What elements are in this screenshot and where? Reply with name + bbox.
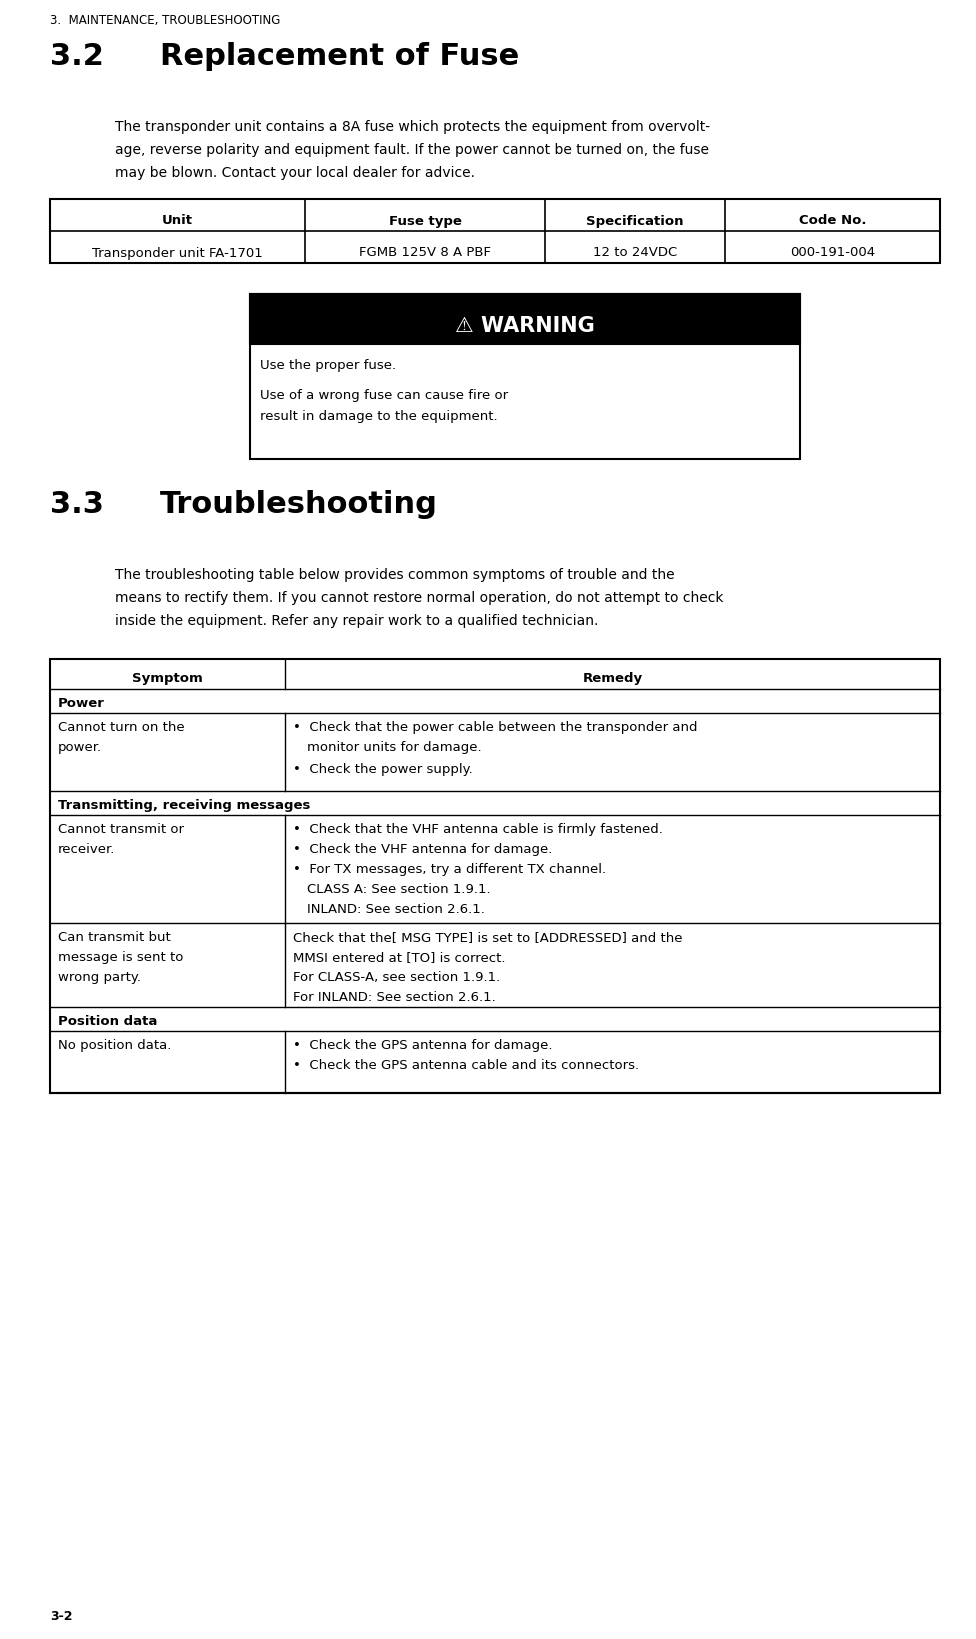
Text: •  For TX messages, try a different TX channel.: • For TX messages, try a different TX ch…	[293, 862, 606, 875]
Text: Troubleshooting: Troubleshooting	[160, 490, 438, 518]
Text: Power: Power	[58, 697, 104, 710]
Text: Transponder unit FA-1701: Transponder unit FA-1701	[92, 246, 263, 259]
Text: wrong party.: wrong party.	[58, 970, 141, 983]
Text: 3.3: 3.3	[50, 490, 103, 518]
Text: •  Check the VHF antenna for damage.: • Check the VHF antenna for damage.	[293, 842, 552, 856]
Text: receiver.: receiver.	[58, 842, 115, 856]
Text: ⚠ WARNING: ⚠ WARNING	[455, 316, 595, 336]
Text: Use of a wrong fuse can cause fire or: Use of a wrong fuse can cause fire or	[260, 388, 508, 402]
Text: MMSI entered at [TO] is correct.: MMSI entered at [TO] is correct.	[293, 951, 506, 964]
Text: Check that the[ MSG TYPE] is set to [ADDRESSED] and the: Check that the[ MSG TYPE] is set to [ADD…	[293, 931, 682, 944]
Text: CLASS A: See section 1.9.1.: CLASS A: See section 1.9.1.	[307, 882, 491, 895]
Text: Fuse type: Fuse type	[388, 215, 462, 228]
Text: message is sent to: message is sent to	[58, 951, 183, 964]
Text: power.: power.	[58, 741, 102, 754]
Text: •  Check the power supply.: • Check the power supply.	[293, 762, 472, 775]
Text: age, reverse polarity and equipment fault. If the power cannot be turned on, the: age, reverse polarity and equipment faul…	[115, 143, 709, 157]
Text: Unit: Unit	[162, 215, 193, 228]
Text: 12 to 24VDC: 12 to 24VDC	[592, 246, 677, 259]
Text: Cannot transmit or: Cannot transmit or	[58, 823, 184, 836]
Bar	[250, 295, 800, 459]
Text: 000-191-004: 000-191-004	[790, 246, 875, 259]
Text: 3.2: 3.2	[50, 43, 103, 70]
Text: 3.  MAINTENANCE, TROUBLESHOOTING: 3. MAINTENANCE, TROUBLESHOOTING	[50, 15, 280, 26]
Text: may be blown. Contact your local dealer for advice.: may be blown. Contact your local dealer …	[115, 166, 475, 180]
Text: FGMB 125V 8 A PBF: FGMB 125V 8 A PBF	[359, 246, 491, 259]
Text: For CLASS-A, see section 1.9.1.: For CLASS-A, see section 1.9.1.	[293, 970, 501, 983]
Text: The troubleshooting table below provides common symptoms of trouble and the: The troubleshooting table below provides…	[115, 567, 674, 582]
Text: Remedy: Remedy	[583, 672, 642, 685]
Text: For INLAND: See section 2.6.1.: For INLAND: See section 2.6.1.	[293, 990, 496, 1003]
Text: Replacement of Fuse: Replacement of Fuse	[160, 43, 519, 70]
Bar	[250, 295, 800, 344]
Text: means to rectify them. If you cannot restore normal operation, do not attempt to: means to rectify them. If you cannot res…	[115, 590, 723, 605]
Text: Specification: Specification	[587, 215, 684, 228]
Bar	[50, 659, 940, 1093]
Text: •  Check that the VHF antenna cable is firmly fastened.: • Check that the VHF antenna cable is fi…	[293, 823, 663, 836]
Text: Cannot turn on the: Cannot turn on the	[58, 721, 184, 734]
Text: •  Check that the power cable between the transponder and: • Check that the power cable between the…	[293, 721, 698, 734]
Text: 3-2: 3-2	[50, 1609, 72, 1623]
Text: Can transmit but: Can transmit but	[58, 931, 171, 944]
Text: Symptom: Symptom	[132, 672, 203, 685]
Text: inside the equipment. Refer any repair work to a qualified technician.: inside the equipment. Refer any repair w…	[115, 613, 598, 628]
Text: INLAND: See section 2.6.1.: INLAND: See section 2.6.1.	[307, 903, 485, 916]
Text: •  Check the GPS antenna cable and its connectors.: • Check the GPS antenna cable and its co…	[293, 1059, 639, 1072]
Text: monitor units for damage.: monitor units for damage.	[307, 741, 481, 754]
Text: Transmitting, receiving messages: Transmitting, receiving messages	[58, 798, 310, 811]
Text: Position data: Position data	[58, 1015, 157, 1028]
Text: The transponder unit contains a 8A fuse which protects the equipment from overvo: The transponder unit contains a 8A fuse …	[115, 120, 711, 134]
Text: result in damage to the equipment.: result in damage to the equipment.	[260, 410, 498, 423]
Text: Code No.: Code No.	[798, 215, 867, 228]
Bar	[50, 200, 940, 264]
Text: •  Check the GPS antenna for damage.: • Check the GPS antenna for damage.	[293, 1039, 552, 1051]
Text: No position data.: No position data.	[58, 1039, 172, 1051]
Text: Use the proper fuse.: Use the proper fuse.	[260, 359, 396, 372]
